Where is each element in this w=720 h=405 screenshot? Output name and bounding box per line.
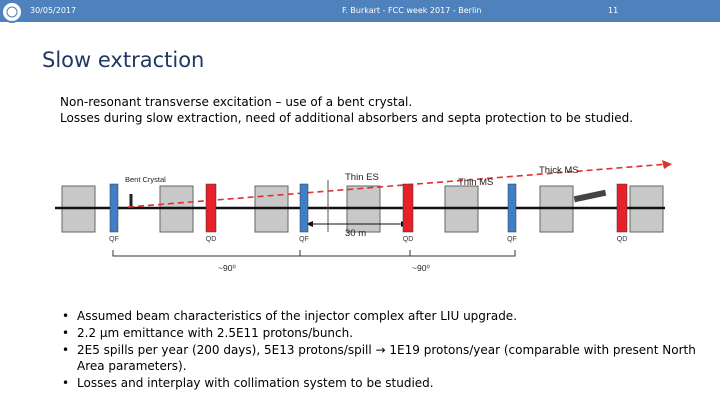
logo [1,1,23,23]
magnet-label: QF [299,236,309,243]
diagram-label: Thin ES [345,172,379,183]
focusing-quad [507,183,517,233]
focusing-quad [299,183,309,233]
defocusing-quad [205,183,217,233]
magnet-label: QD [206,236,217,243]
magnet-label: QD [617,236,628,243]
bullet-list: Assumed beam characteristics of the inje… [60,308,705,392]
bullet: 2E5 spills per year (200 days), 5E13 pro… [60,342,705,376]
magnet-label: QF [507,236,517,243]
phase-label: ~90⁰ [218,263,236,273]
phase-bracket [112,250,516,257]
bullet: 2.2 μm emittance with 2.5E11 protons/bun… [60,325,705,342]
intro-line: Losses during slow extraction, need of a… [60,111,634,125]
magnet-label: QD [403,236,414,243]
arrow-head [306,221,313,227]
focusing-quad [109,183,119,233]
beamline-diagram: QF QD QF QD QF QD Bent Crystal Thin ES Thin MS Th… [55,160,672,273]
bullet: Losses and interplay with collimation sy… [60,375,705,392]
diagram-label: Thin MS [458,177,493,188]
thick-ms [573,189,607,203]
phase-label: ~90⁰ [412,263,430,273]
page-number: 11 [608,6,619,15]
diagram-label: 30 m [345,228,366,239]
diagram-label: Bent Crystal [125,175,166,184]
author: F. Burkart - FCC week 2017 - Berlin [342,6,482,15]
bullet: Assumed beam characteristics of the inje… [60,308,705,325]
diagram-label: Thick MS [539,165,579,176]
header-bar [0,0,720,22]
intro-line: Non-resonant transverse excitation – use… [60,95,413,109]
defocusing-quad [616,183,628,233]
slide-title: Slow extraction [42,48,205,72]
arrow-head [662,160,672,169]
date: 30/05/2017 [30,6,77,15]
magnet-label: QF [109,236,119,243]
extracted-beam [127,163,669,208]
defocusing-quad [402,183,414,233]
